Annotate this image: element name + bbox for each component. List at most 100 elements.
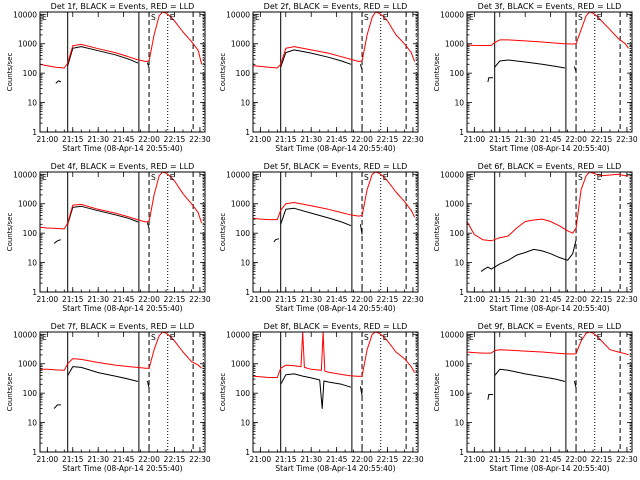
events-series-line bbox=[67, 46, 139, 66]
events-series-line bbox=[67, 205, 139, 225]
x-tick-label: 21:15 bbox=[62, 295, 84, 304]
y-tick-label: 10 bbox=[454, 419, 464, 428]
x-tick-label: 22:15 bbox=[591, 295, 613, 304]
y-tick-label: 1 bbox=[245, 448, 250, 457]
y-tick-label: 1000 bbox=[445, 40, 464, 49]
x-tick-label: 21:00 bbox=[37, 135, 59, 144]
x-axis-label: Start Time (08-Apr-14 20:55:40) bbox=[489, 144, 609, 153]
plot-area bbox=[467, 172, 631, 292]
events-series-line bbox=[494, 368, 566, 382]
x-tick-label: 22:30 bbox=[616, 455, 638, 464]
y-tick-label: 1000 bbox=[445, 200, 464, 209]
x-tick-label: 21:45 bbox=[326, 455, 348, 464]
interval-marker-label: E bbox=[170, 173, 175, 182]
interval-marker-label: E bbox=[383, 13, 388, 22]
x-tick-label: 22:00 bbox=[351, 135, 373, 144]
y-tick-label: 10 bbox=[240, 259, 250, 268]
interval-marker-label: S bbox=[151, 333, 156, 342]
y-axis-label: Counts/sec bbox=[219, 213, 227, 252]
interval-marker-label: S bbox=[364, 173, 369, 182]
lld-series-line bbox=[467, 172, 629, 242]
y-tick-label: 100 bbox=[236, 389, 251, 398]
y-tick-label: 1 bbox=[459, 288, 464, 297]
interval-marker-label: E bbox=[42, 333, 47, 342]
x-axis-label: Start Time (08-Apr-14 20:55:40) bbox=[275, 144, 395, 153]
x-tick-label: 22:15 bbox=[591, 455, 613, 464]
x-tick-label: 21:30 bbox=[87, 135, 109, 144]
y-tick-label: 100 bbox=[450, 69, 465, 78]
y-tick-label: 10 bbox=[27, 99, 37, 108]
x-tick-label: 21:00 bbox=[37, 455, 59, 464]
y-tick-label: 1000 bbox=[231, 40, 250, 49]
panel-title: Det 5f, BLACK = Events, RED = LLD bbox=[264, 162, 408, 171]
y-tick-label: 10000 bbox=[440, 10, 464, 19]
x-tick-label: 21:30 bbox=[514, 295, 536, 304]
events-series-line bbox=[280, 373, 352, 409]
x-axis-label: Start Time (08-Apr-14 20:55:40) bbox=[275, 464, 395, 473]
interval-marker-label: E bbox=[170, 13, 175, 22]
y-tick-label: 1 bbox=[245, 288, 250, 297]
y-axis-label: Counts/sec bbox=[433, 373, 441, 412]
x-tick-label: 21:00 bbox=[464, 295, 486, 304]
detector-panel-9: Det 9f, BLACK = Events, RED = LLD E S E 1 10 1… bbox=[433, 322, 638, 473]
plot-frame bbox=[39, 11, 206, 133]
x-tick-label: 22:30 bbox=[402, 295, 424, 304]
x-tick-label: 21:45 bbox=[113, 135, 135, 144]
detector-panel-8: Det 8f, BLACK = Events, RED = LLD E S E 1 10 1… bbox=[219, 322, 424, 473]
x-tick-label: 21:15 bbox=[275, 295, 297, 304]
interval-marker-label: E bbox=[597, 13, 602, 22]
x-tick-label: 22:30 bbox=[189, 455, 211, 464]
events-series-line bbox=[53, 404, 61, 409]
x-tick-label: 22:00 bbox=[351, 295, 373, 304]
interval-marker-label: S bbox=[151, 173, 156, 182]
events-series-line bbox=[146, 62, 150, 69]
plot-area bbox=[40, 332, 204, 452]
plot-area bbox=[253, 172, 417, 292]
panel-title: Det 1f, BLACK = Events, RED = LLD bbox=[51, 2, 195, 11]
x-tick-label: 22:00 bbox=[138, 135, 160, 144]
x-tick-label: 22:00 bbox=[565, 135, 587, 144]
events-series-line bbox=[573, 66, 577, 73]
interval-marker-label: E bbox=[255, 13, 260, 22]
x-tick-label: 21:30 bbox=[300, 295, 322, 304]
interval-marker-label: S bbox=[364, 333, 369, 342]
x-tick-label: 22:00 bbox=[138, 455, 160, 464]
y-tick-label: 100 bbox=[23, 229, 38, 238]
plot-frame bbox=[39, 331, 206, 453]
events-series-line bbox=[146, 222, 150, 230]
x-tick-label: 22:00 bbox=[565, 455, 587, 464]
x-tick-label: 21:00 bbox=[250, 455, 272, 464]
y-tick-label: 10 bbox=[454, 259, 464, 268]
x-tick-label: 22:30 bbox=[616, 135, 638, 144]
y-tick-label: 10 bbox=[27, 259, 37, 268]
y-tick-label: 10 bbox=[454, 99, 464, 108]
interval-marker-label: S bbox=[578, 333, 583, 342]
detector-panel-3: Det 3f, BLACK = Events, RED = LLD E S E 1 10 1… bbox=[433, 2, 638, 153]
x-tick-label: 21:30 bbox=[300, 455, 322, 464]
y-tick-label: 1 bbox=[245, 128, 250, 137]
y-tick-label: 10 bbox=[240, 419, 250, 428]
plot-frame bbox=[252, 11, 419, 133]
x-tick-label: 21:30 bbox=[514, 135, 536, 144]
x-tick-label: 21:00 bbox=[464, 135, 486, 144]
x-tick-label: 21:15 bbox=[489, 135, 511, 144]
plot-area bbox=[40, 172, 204, 292]
x-tick-label: 21:15 bbox=[489, 295, 511, 304]
lld-series-line bbox=[253, 172, 416, 221]
x-tick-label: 21:45 bbox=[540, 455, 562, 464]
y-tick-label: 100 bbox=[236, 229, 251, 238]
y-tick-label: 10000 bbox=[13, 170, 37, 179]
x-axis-label: Start Time (08-Apr-14 20:55:40) bbox=[62, 304, 182, 313]
interval-marker-label: E bbox=[255, 333, 260, 342]
plot-frame bbox=[466, 171, 633, 293]
plot-frame bbox=[466, 11, 633, 133]
x-tick-label: 22:30 bbox=[402, 135, 424, 144]
x-tick-label: 21:45 bbox=[113, 455, 135, 464]
interval-marker-label: S bbox=[578, 173, 583, 182]
interval-marker-label: E bbox=[469, 173, 474, 182]
interval-marker-label: S bbox=[364, 13, 369, 22]
y-axis-label: Counts/sec bbox=[433, 53, 441, 92]
events-series-line bbox=[280, 207, 352, 227]
x-tick-label: 22:15 bbox=[377, 455, 399, 464]
events-series-line bbox=[487, 77, 493, 83]
